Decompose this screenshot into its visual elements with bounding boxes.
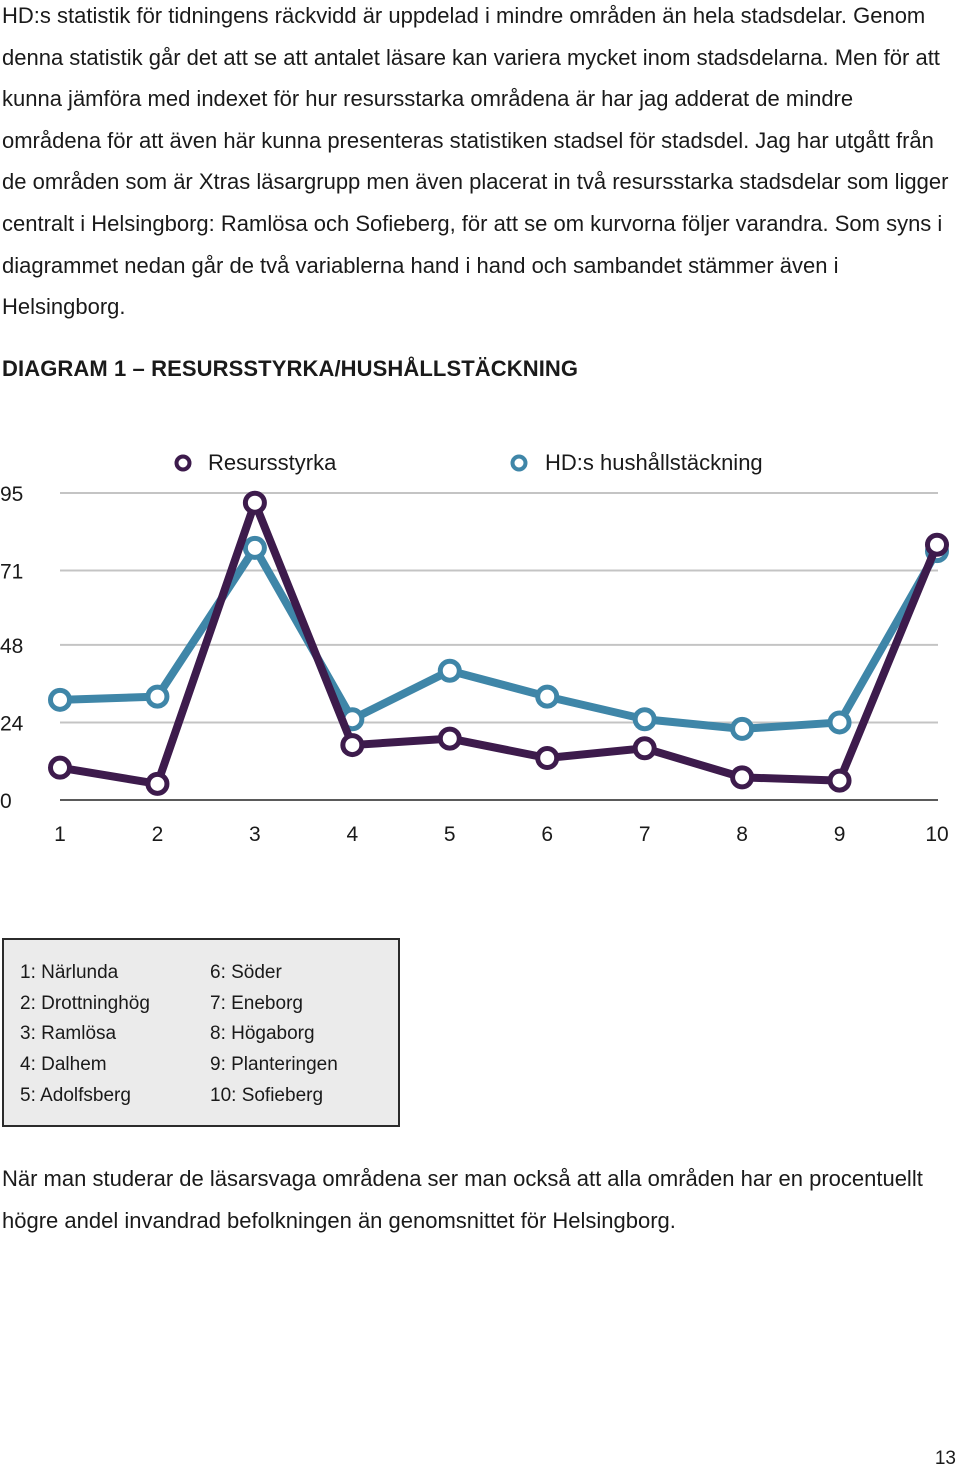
x-tick-label: 6 [541, 823, 553, 846]
x-tick-label: 7 [639, 823, 651, 846]
area-legend-box: 1: Närlunda 2: Drottninghög 3: Ramlösa 4… [2, 938, 400, 1127]
series-line [56, 543, 941, 733]
chart-series [48, 490, 949, 796]
x-tick-label: 9 [834, 823, 846, 846]
y-tick-label: 71 [0, 561, 23, 584]
series-resursstyrka [48, 490, 949, 796]
x-tick-label: 8 [736, 823, 748, 846]
x-tick-label: 2 [152, 823, 164, 846]
area-legend-entry: 2: Drottninghög [20, 992, 150, 1014]
data-point [925, 532, 949, 557]
area-legend-column-2: 6: Söder 7: Eneborg 8: Högaborg 9: Plant… [210, 958, 338, 1112]
y-tick-label: 0 [0, 790, 12, 813]
y-tick-label: 48 [0, 635, 23, 658]
outro-paragraph: När man studerar de läsarsvaga områdena … [2, 1166, 923, 1233]
data-point [827, 710, 852, 735]
page-number: 13 [934, 1448, 956, 1469]
chart-legend: Resursstyrka HD:s hushållstäckning [174, 450, 763, 475]
area-legend-entry: 6: Söder [210, 962, 282, 983]
data-point [730, 765, 755, 790]
legend-label: HD:s hushållstäckning [545, 450, 763, 475]
area-legend-entry: 1: Närlunda [20, 962, 119, 983]
legend-marker [510, 454, 528, 472]
x-tick-label: 1 [54, 823, 66, 846]
x-tick-label: 4 [346, 823, 358, 846]
area-legend-entry: 9: Planteringen [210, 1054, 338, 1076]
data-point [632, 736, 657, 761]
chart-legend-item: HD:s hushållstäckning [510, 450, 763, 475]
x-tick-label: 3 [249, 823, 261, 846]
chart-legend-item: Resursstyrka [174, 450, 337, 475]
data-point [340, 733, 365, 758]
x-tick-label: 10 [925, 823, 948, 846]
area-legend-entry: 4: Dalhem [20, 1054, 107, 1076]
data-point [48, 755, 72, 780]
legend-marker [174, 454, 192, 472]
data-point [535, 684, 560, 709]
legend-label: Resursstyrka [208, 450, 337, 475]
y-axis-tick-labels: 0 24 48 71 95 [0, 483, 24, 813]
data-point [827, 768, 852, 793]
data-point [730, 716, 755, 741]
x-tick-label: 5 [444, 823, 456, 846]
data-point [535, 745, 560, 770]
data-point [145, 684, 170, 709]
data-point [437, 658, 462, 683]
area-legend-entry: 5: Adolfsberg [20, 1084, 131, 1106]
diagram-heading: DIAGRAM 1 – RESURSSTYRKA/HUSHÅLLSTÄCKNIN… [2, 356, 579, 381]
area-legend-column-1: 1: Närlunda 2: Drottninghög 3: Ramlösa 4… [20, 958, 150, 1112]
y-tick-label: 95 [0, 483, 23, 506]
data-point [145, 771, 170, 796]
data-point [632, 707, 657, 732]
data-point [242, 490, 267, 515]
area-legend-entry: 3: Ramlösa [20, 1023, 117, 1045]
series-hushallstackning [48, 535, 949, 741]
area-legend-entry: 10: Sofieberg [210, 1084, 324, 1106]
x-axis-tick-labels: 1 2 3 4 5 6 7 8 9 10 [54, 823, 949, 846]
data-point [242, 535, 267, 560]
data-point [437, 726, 462, 751]
intro-paragraph: HD:s statistik för tidningens räckvidd ä… [2, 3, 949, 320]
y-tick-label: 24 [0, 712, 24, 735]
series-line [56, 498, 941, 788]
area-legend-entry: 7: Eneborg [210, 992, 303, 1014]
area-legend-entry: 8: Högaborg [210, 1023, 315, 1045]
line-chart: 0 24 48 71 95 1 2 3 4 5 6 7 8 9 10 Resursstyrka HD:s h… [0, 450, 949, 846]
data-point [48, 687, 72, 712]
